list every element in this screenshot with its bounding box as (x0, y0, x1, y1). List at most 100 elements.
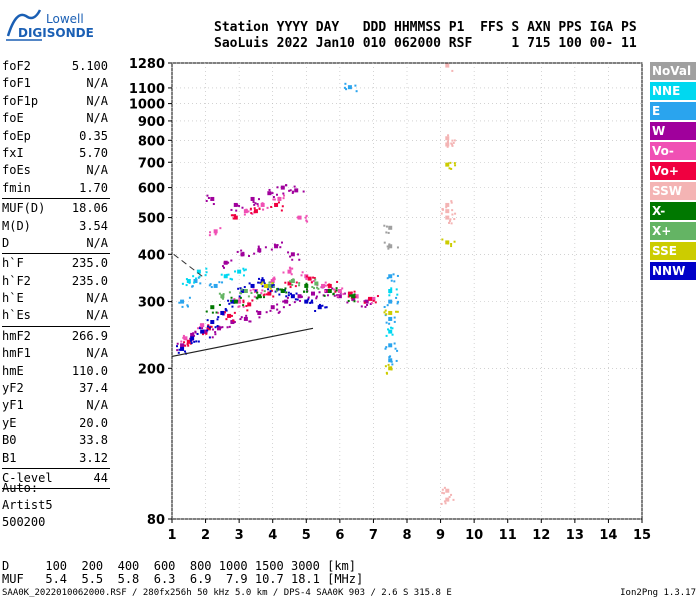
param-name: fmin (2, 180, 31, 195)
y-tick-label: 1280 (129, 57, 165, 72)
data-point (445, 136, 450, 141)
data-point (395, 310, 398, 313)
data-point (300, 274, 303, 277)
data-point (306, 220, 309, 223)
data-point (268, 188, 271, 191)
data-point (294, 285, 297, 288)
data-point (393, 316, 396, 319)
data-point (289, 189, 292, 192)
legend-item: SSE (650, 242, 696, 260)
data-point (237, 269, 242, 274)
data-point (238, 204, 241, 207)
data-point (270, 248, 273, 251)
data-point (295, 281, 298, 284)
data-point (357, 300, 360, 303)
data-point (305, 288, 308, 291)
data-point (258, 250, 261, 253)
param-name: h`F (2, 256, 24, 271)
data-point (193, 279, 198, 284)
data-point (253, 252, 256, 255)
data-point (302, 190, 305, 193)
data-point (221, 265, 224, 268)
data-point (449, 218, 452, 221)
data-point (273, 198, 276, 201)
data-point (389, 355, 392, 358)
data-point (227, 261, 230, 264)
param-row: foF1p N/A (2, 93, 110, 110)
data-point (218, 325, 221, 328)
data-point (262, 294, 265, 297)
data-point (441, 208, 444, 211)
data-point (388, 316, 393, 321)
data-point (239, 287, 242, 290)
data-point (235, 209, 238, 212)
data-point (445, 202, 450, 207)
data-point (386, 245, 389, 248)
param-row: hmF1 N/A (2, 345, 110, 362)
data-point (224, 307, 227, 310)
data-point (388, 243, 391, 246)
data-point (232, 319, 235, 322)
data-point (280, 289, 285, 293)
data-point (282, 271, 285, 274)
data-point (248, 254, 251, 257)
data-point (212, 203, 215, 206)
data-point (327, 283, 332, 288)
data-point (180, 299, 185, 304)
data-point (190, 336, 195, 341)
data-point (337, 289, 342, 293)
data-point (239, 292, 242, 295)
param-value: 266.9 (71, 328, 108, 343)
data-point (318, 303, 321, 306)
data-point (304, 299, 309, 304)
data-point (450, 222, 453, 225)
data-point (285, 291, 288, 294)
logo-lowell-text: Lowell (46, 12, 84, 26)
data-point (180, 340, 183, 343)
data-point (221, 281, 224, 284)
data-point (304, 216, 307, 219)
data-point (292, 190, 295, 193)
data-point (287, 251, 290, 254)
data-point (363, 301, 366, 304)
data-point (371, 296, 376, 301)
version-label: Ion2Png 1.3.17 (620, 588, 696, 598)
data-point (257, 294, 262, 299)
data-point (281, 205, 284, 208)
param-row: foE N/A (2, 110, 110, 127)
data-point (206, 329, 209, 332)
data-point (453, 139, 456, 142)
data-point (360, 305, 363, 308)
data-point (247, 302, 252, 307)
param-row: M(D) 3.54 (2, 218, 110, 235)
param-name: MUF(D) (2, 201, 46, 216)
x-tick-label: 1 (167, 528, 176, 543)
data-point (307, 276, 312, 281)
y-tick-label: 300 (138, 296, 165, 311)
data-point (450, 200, 453, 203)
data-point (326, 294, 329, 297)
data-point (327, 284, 330, 287)
param-row: foEs N/A (2, 162, 110, 179)
data-point (209, 283, 212, 286)
data-point (288, 266, 291, 269)
data-point (176, 342, 179, 345)
data-point (256, 203, 259, 206)
param-name: h`Es (2, 308, 31, 323)
data-point (292, 278, 295, 281)
data-point (388, 343, 393, 348)
y-tick-label: 700 (138, 156, 165, 171)
param-row: fmin 1.70 (2, 180, 110, 197)
legend-item: NNE (650, 82, 696, 100)
data-point (232, 214, 235, 217)
data-point (297, 253, 300, 256)
data-point (325, 306, 328, 309)
data-point (236, 204, 239, 207)
data-point (386, 372, 389, 375)
data-point (278, 293, 281, 296)
data-point (272, 196, 275, 199)
data-point (442, 492, 445, 495)
data-point (298, 284, 301, 287)
data-point (290, 279, 295, 284)
x-tick-label: 7 (369, 528, 378, 543)
